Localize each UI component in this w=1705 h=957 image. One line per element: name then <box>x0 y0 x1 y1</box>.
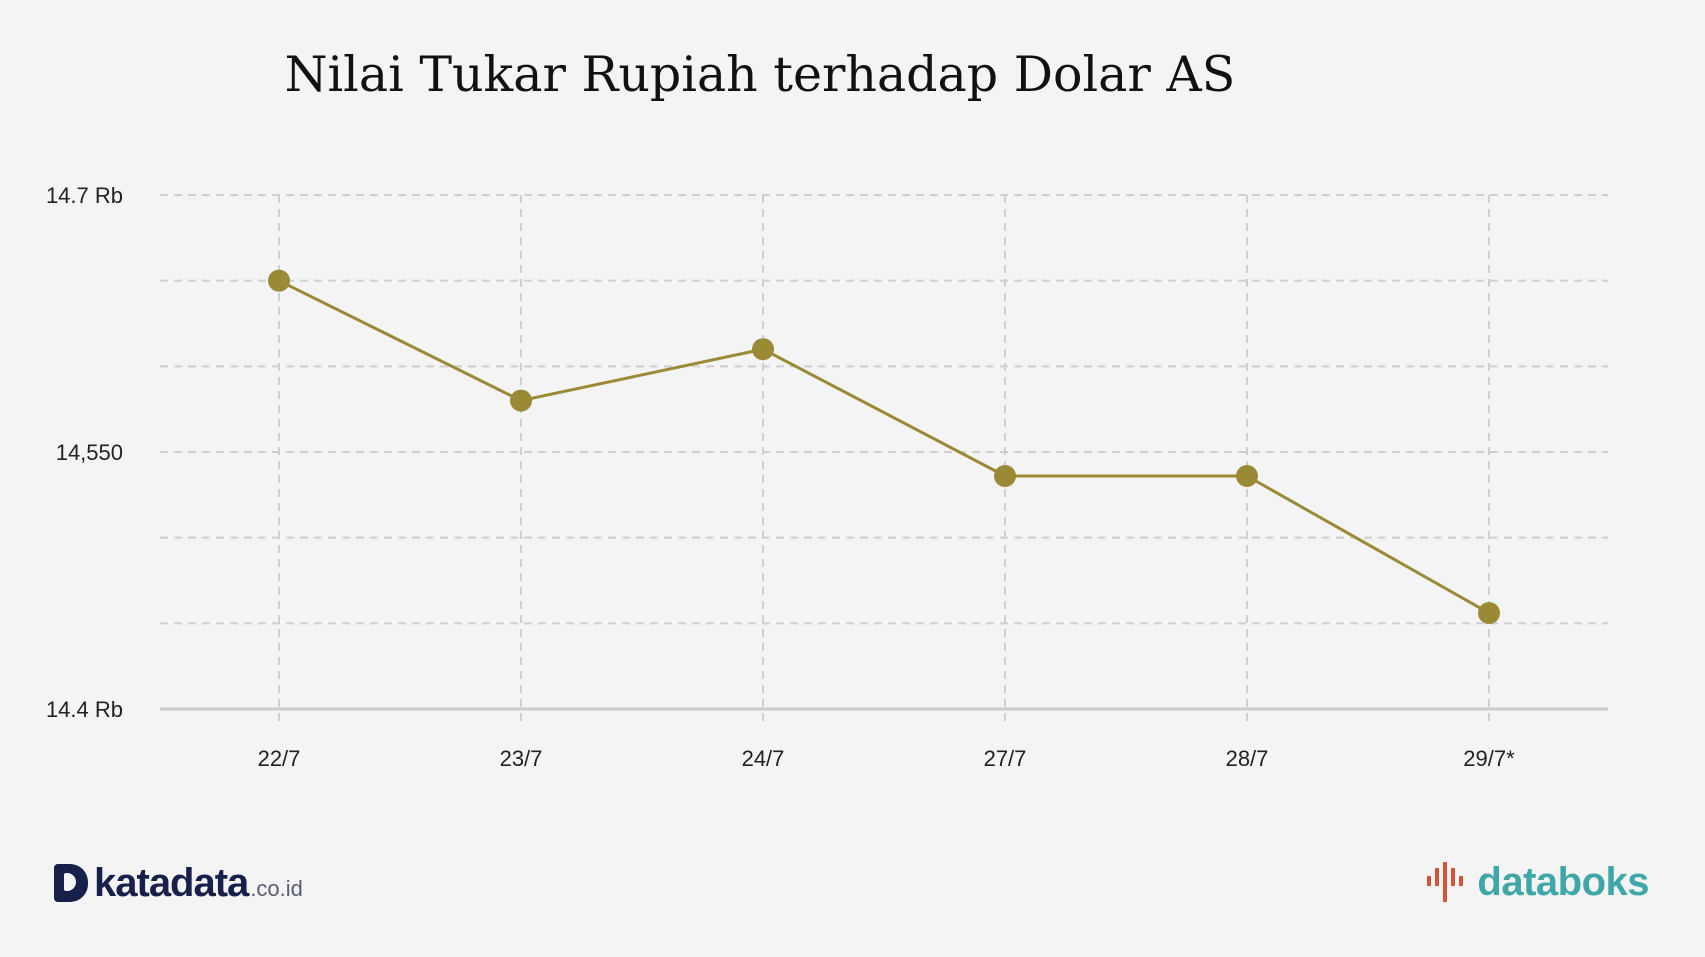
katadata-mark-icon <box>54 864 88 902</box>
x-tick-label: 28/7 <box>1226 746 1269 771</box>
databoks-bars-icon <box>1427 862 1464 902</box>
databoks-logo: databoks <box>1425 858 1649 906</box>
x-tick-label: 27/7 <box>984 746 1027 771</box>
series-line <box>278 279 1490 615</box>
x-tick-label: 24/7 <box>742 746 785 771</box>
data-point <box>1478 602 1500 625</box>
katadata-tld: .co.id <box>250 876 303 901</box>
x-tick-label: 23/7 <box>500 746 543 771</box>
data-point <box>268 269 290 292</box>
data-point <box>752 338 774 361</box>
y-tick-label: 14.7 Rb <box>46 183 123 208</box>
katadata-wordmark: katadata <box>94 861 249 905</box>
y-tick-label: 14.4 Rb <box>46 697 123 722</box>
data-point <box>510 389 532 412</box>
chart-title: Nilai Tukar Rupiah terhadap Dolar AS <box>284 46 1236 103</box>
x-tick-label: 22/7 <box>258 746 301 771</box>
data-point <box>1236 464 1258 487</box>
x-tick-label: 29/7* <box>1463 746 1515 771</box>
series-layer <box>268 269 1500 625</box>
y-tick-label: 14,550 <box>56 440 123 465</box>
data-point <box>994 464 1016 487</box>
databoks-wordmark: databoks <box>1477 859 1649 904</box>
grid-layer <box>160 194 1608 723</box>
label-layer: 14.4 Rb 14,550 14.7 Rb 22/7 23/7 24/7 27/7 28/7… <box>46 183 1515 771</box>
katadata-logo: katadata .co.id <box>54 858 303 906</box>
